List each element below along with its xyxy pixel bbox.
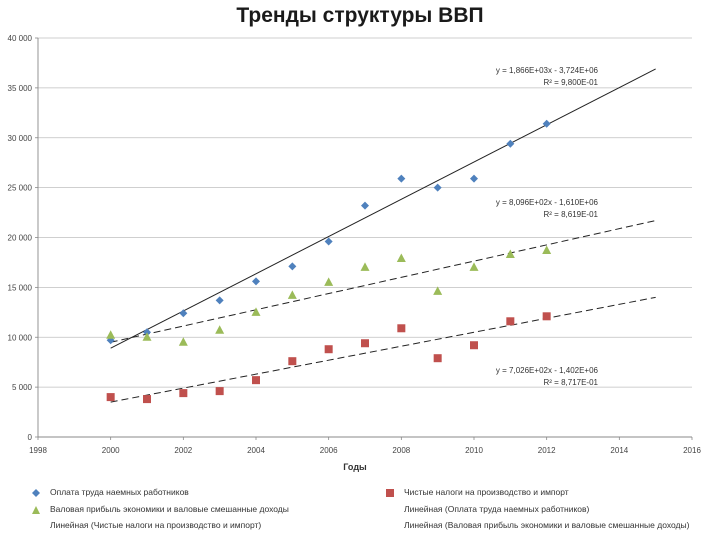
point-series-1: [433, 183, 442, 192]
trendline-r2: R² = 8,717E-01: [544, 378, 599, 387]
x-tick-label: 2000: [102, 446, 120, 455]
x-tick-label: 2004: [247, 446, 265, 455]
point-series-1: [470, 174, 478, 183]
point-series-3: [469, 262, 479, 271]
chart-title: Тренды структуры ВВП: [236, 4, 484, 27]
point-series-2: [324, 345, 333, 354]
point-series-2: [215, 387, 224, 396]
triangle-marker-icon: [32, 505, 40, 514]
point-series-3: [542, 245, 552, 254]
trendline-r2: R² = 9,800E-01: [544, 78, 599, 87]
legend-label: Оплата труда наемных работников: [50, 487, 189, 497]
point-series-3: [505, 249, 515, 258]
legend-label: Линейная (Валовая прибыль экономики и ва…: [404, 520, 690, 530]
point-series-2: [179, 389, 188, 398]
point-series-1: [215, 296, 224, 305]
point-series-2: [252, 376, 260, 385]
point-series-1: [324, 237, 333, 246]
y-tick-label: 15 000: [8, 283, 33, 292]
point-series-2: [288, 357, 297, 366]
y-tick-label: 30 000: [8, 134, 33, 143]
point-series-3: [142, 332, 152, 341]
trendline-equation: y = 8,096E+02x - 1,610E+06: [496, 198, 599, 207]
point-series-3: [106, 330, 116, 339]
point-series-1: [506, 139, 515, 148]
point-series-1: [397, 174, 406, 183]
x-tick-label: 2012: [538, 446, 556, 455]
point-series-2: [106, 393, 115, 402]
square-marker-icon: [386, 488, 394, 497]
legend-item-trend-taxes: Линейная (Чистые налоги на производство …: [50, 520, 261, 530]
x-tick-label: 2010: [465, 446, 483, 455]
point-series-1: [361, 201, 369, 210]
trendline-equation: y = 7,026E+02x - 1,402E+06: [496, 366, 599, 375]
point-series-2: [506, 317, 515, 326]
y-tick-label: 20 000: [8, 234, 33, 243]
point-series-3: [251, 307, 261, 316]
y-tick-label: 25 000: [8, 184, 33, 193]
trendline-equation: y = 1,866E+03x - 3,724E+06: [496, 66, 599, 75]
point-series-1: [288, 262, 297, 271]
x-tick-label: 2002: [174, 446, 192, 455]
x-tick-label: 2006: [320, 446, 338, 455]
point-series-2: [433, 354, 442, 363]
trendline-2: [110, 220, 656, 343]
trendline-1: [110, 68, 656, 349]
trendlines: [110, 68, 656, 403]
x-tick-label: 2016: [683, 446, 701, 455]
legend-label: Валовая прибыль экономики и валовые смеш…: [50, 504, 289, 514]
y-tick-label: 35 000: [8, 84, 33, 93]
point-series-1: [542, 119, 551, 128]
point-series-2: [542, 312, 551, 321]
axes: 0 5 000 10 000 15 000 20 000 25 000 30 000 35 0…: [8, 34, 702, 472]
legend-label: Линейная (Чистые налоги на производство …: [50, 520, 262, 530]
legend-item-trend-wages: Линейная (Оплата труда наемных работнико…: [404, 504, 589, 514]
x-tick-label: 1998: [29, 446, 47, 455]
point-series-2: [397, 324, 406, 333]
point-series-3: [324, 277, 334, 286]
point-series-2: [143, 395, 151, 404]
trendline-labels: y = 1,866E+03x - 3,724E+06 R² = 9,800E-01…: [496, 66, 599, 387]
point-series-2: [470, 341, 478, 350]
point-series-3: [360, 262, 370, 271]
point-series-1: [179, 309, 188, 318]
x-tick-label: 2008: [392, 446, 410, 455]
point-series-3: [215, 325, 225, 334]
legend-label: Линейная (Оплата труда наемных работнико…: [404, 504, 590, 514]
y-tick-label: 5 000: [12, 383, 33, 392]
trendline-3: [110, 296, 656, 403]
legend-item-taxes: Чистые налоги на производство и импорт: [386, 487, 569, 497]
data-points: [106, 119, 552, 404]
trendline-r2: R² = 8,619E-01: [544, 210, 599, 219]
legend-item-profit: Валовая прибыль экономики и валовые смеш…: [32, 504, 289, 514]
point-series-1: [252, 277, 260, 286]
point-series-3: [433, 286, 443, 295]
diamond-marker-icon: [32, 488, 40, 497]
x-axis-title: Годы: [343, 462, 367, 472]
legend-item-trend-profit: Линейная (Валовая прибыль экономики и ва…: [404, 520, 689, 530]
point-series-2: [361, 339, 369, 348]
x-tick-label: 2014: [610, 446, 628, 455]
y-tick-label: 10 000: [8, 333, 33, 342]
legend-label: Чистые налоги на производство и импорт: [404, 487, 569, 497]
point-series-3: [178, 337, 188, 346]
point-series-3: [287, 290, 297, 299]
point-series-3: [396, 253, 406, 262]
y-tick-label: 0: [28, 433, 33, 442]
legend-item-wages: Оплата труда наемных работников: [32, 487, 189, 497]
y-tick-label: 40 000: [8, 34, 33, 43]
